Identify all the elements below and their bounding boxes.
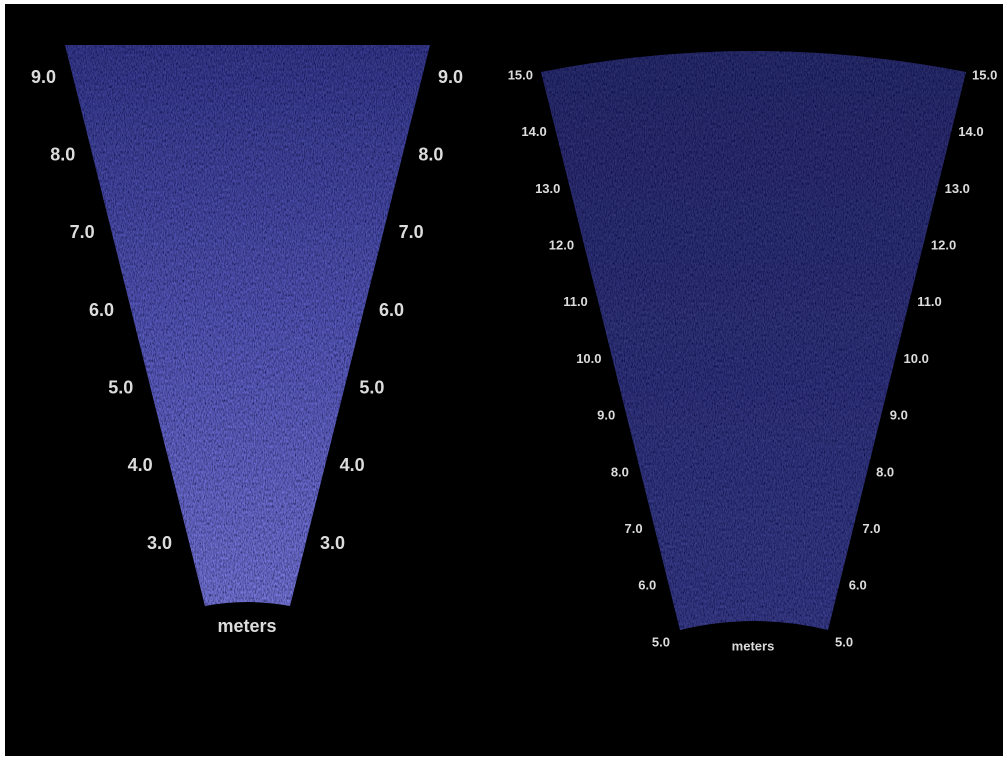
range-label: 11.0 bbox=[563, 294, 588, 309]
range-label: 9.0 bbox=[438, 67, 463, 87]
range-label: 5.0 bbox=[359, 377, 384, 397]
range-label: 13.0 bbox=[535, 181, 560, 196]
page: {"left_sonar": {"left_scale": ["9.0", "8… bbox=[0, 0, 1007, 760]
range-label: 4.0 bbox=[340, 455, 365, 475]
range-label: 13.0 bbox=[945, 181, 970, 196]
range-label: 9.0 bbox=[31, 67, 56, 87]
range-label: 8.0 bbox=[50, 144, 75, 164]
range-label: 7.0 bbox=[70, 222, 95, 242]
range-label: 3.0 bbox=[320, 533, 345, 553]
range-label: 15.0 bbox=[508, 67, 533, 82]
unit-label: meters bbox=[217, 616, 276, 636]
range-label: 14.0 bbox=[521, 124, 546, 139]
range-label: 14.0 bbox=[958, 124, 983, 139]
range-label: 15.0 bbox=[972, 67, 997, 82]
range-label: 11.0 bbox=[917, 294, 942, 309]
range-label: 12.0 bbox=[931, 238, 956, 253]
range-label: 12.0 bbox=[549, 238, 574, 253]
range-label: 6.0 bbox=[638, 578, 656, 593]
range-label: 7.0 bbox=[399, 222, 424, 242]
range-label: 6.0 bbox=[849, 578, 867, 593]
range-label: 7.0 bbox=[625, 521, 643, 536]
range-label: 4.0 bbox=[128, 455, 153, 475]
range-label: 6.0 bbox=[89, 300, 114, 320]
range-label: 5.0 bbox=[108, 377, 133, 397]
range-label: 5.0 bbox=[835, 634, 853, 649]
unit-label: meters bbox=[732, 638, 775, 653]
range-label: 10.0 bbox=[904, 351, 929, 366]
range-label: 5.0 bbox=[652, 634, 670, 649]
range-label: 9.0 bbox=[890, 408, 908, 423]
range-label: 8.0 bbox=[418, 144, 443, 164]
sonar-display: meters meters 9.0 8.0 7.0 6.0 5.0 4.0 3.0 9.0 8.… bbox=[0, 0, 1007, 760]
range-label: 8.0 bbox=[611, 464, 629, 479]
range-label: 6.0 bbox=[379, 300, 404, 320]
range-label: 3.0 bbox=[147, 533, 172, 553]
range-label: 7.0 bbox=[862, 521, 880, 536]
range-label: 10.0 bbox=[576, 351, 601, 366]
range-label: 9.0 bbox=[597, 408, 615, 423]
range-label: 8.0 bbox=[876, 464, 894, 479]
